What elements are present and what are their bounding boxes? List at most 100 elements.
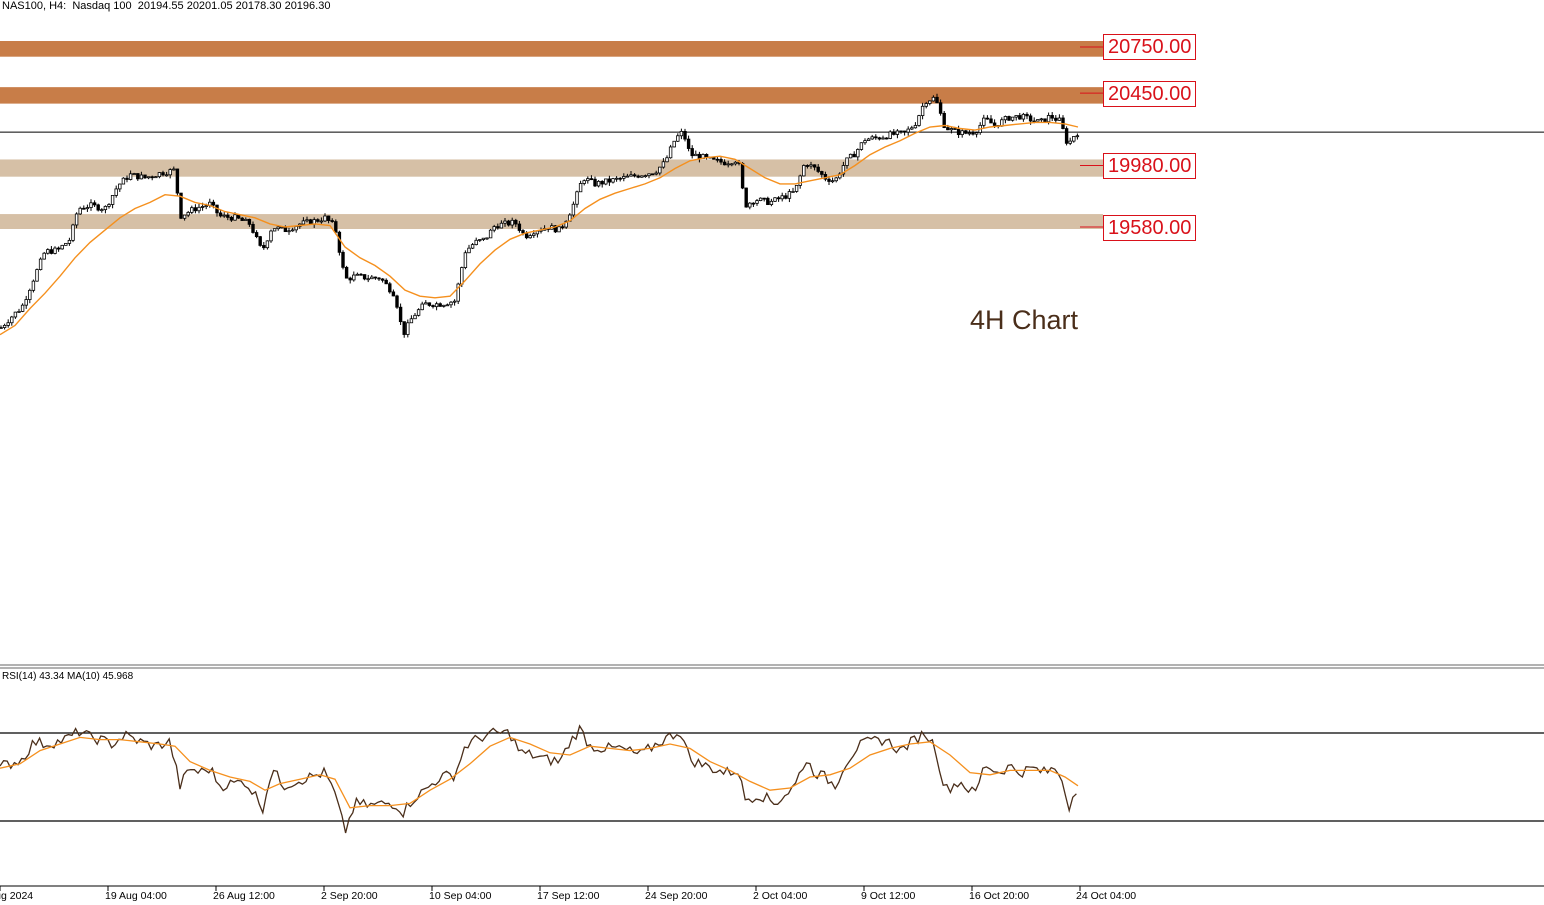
candle-bear: [877, 137, 882, 140]
x-tick-label: 24 Sep 20:00: [645, 890, 708, 902]
candle-bull: [888, 131, 892, 139]
candle-bull: [794, 184, 799, 192]
candle-bear: [740, 163, 745, 189]
candle-bear: [589, 178, 594, 181]
candle-bull: [830, 180, 835, 183]
candle-bear: [784, 195, 788, 199]
candle-bull: [186, 211, 190, 216]
price-tag-20750: 20750.00: [1103, 34, 1197, 60]
candle-bull: [85, 207, 90, 210]
candle-bull: [758, 197, 763, 202]
candle-bull: [614, 177, 619, 180]
candle-bear: [175, 168, 180, 194]
candle-bear: [247, 218, 252, 225]
candle-bull: [121, 177, 126, 185]
timeframe-annotation: 4H Chart: [970, 305, 1079, 335]
candle-bull: [445, 304, 450, 307]
candle-bear: [344, 266, 349, 279]
candle-bull: [413, 314, 417, 320]
candle-bull: [895, 130, 900, 135]
candle-bull: [841, 165, 846, 175]
candle-bull: [319, 220, 324, 223]
candle-bull: [499, 222, 504, 229]
candle-bear: [820, 171, 824, 175]
candle-bull: [434, 303, 439, 308]
candle-bear: [902, 130, 907, 133]
price-tag-19580: 19580.00: [1103, 215, 1197, 241]
candle-bull: [578, 183, 583, 193]
candle-bull: [406, 322, 410, 335]
candle-bull: [164, 174, 169, 177]
candle-bull: [294, 226, 298, 231]
candle-bull: [791, 191, 795, 193]
candle-bull: [870, 136, 874, 140]
candle-bull: [172, 168, 176, 171]
candle-bear: [438, 303, 442, 307]
candle-bear: [683, 130, 687, 140]
candle-bull: [694, 153, 698, 157]
price-tag-19980: 19980.00: [1103, 153, 1197, 179]
candle-bear: [953, 128, 957, 130]
candle-bull: [1046, 115, 1051, 123]
candle-bull: [17, 310, 21, 313]
candle-bear: [359, 273, 363, 276]
candle-bear: [125, 177, 129, 180]
candle-bull: [420, 303, 424, 311]
candle-bull: [611, 178, 615, 183]
candle-bear: [992, 122, 997, 126]
candle-bear: [496, 226, 500, 229]
candle-bull: [726, 163, 730, 166]
candle-bull: [74, 213, 79, 226]
candle-bull: [967, 132, 972, 135]
candle-bull: [20, 304, 25, 312]
candle-bear: [892, 131, 896, 135]
candle-bull: [67, 239, 72, 244]
candle-bull: [582, 180, 586, 184]
candle-bull: [773, 197, 777, 202]
candle-bull: [755, 200, 759, 204]
candle-bull: [290, 229, 295, 232]
candle-bull: [355, 273, 360, 276]
candle-bull: [107, 204, 111, 207]
moving-average-line: [0, 121, 1079, 336]
candle-bull: [982, 117, 986, 126]
candle-bull: [103, 205, 108, 211]
candle-bull: [1036, 119, 1040, 122]
candle-bull: [665, 157, 669, 163]
zone-support: [0, 159, 1103, 177]
candle-bear: [251, 223, 255, 233]
candle-bear: [935, 96, 939, 104]
candle-bull: [640, 175, 644, 178]
candle-bull: [856, 149, 860, 158]
candle-bull: [1075, 135, 1080, 138]
candle-bull: [305, 219, 309, 222]
candle-bull: [323, 215, 327, 222]
candle-bull: [485, 237, 489, 240]
candle-bull: [1072, 136, 1076, 142]
candle-bull: [913, 125, 918, 129]
candle-bear: [762, 197, 766, 200]
candle-bull: [449, 301, 453, 306]
candle-bear: [521, 230, 525, 234]
candle-bull: [564, 220, 568, 228]
candle-bull: [409, 318, 414, 324]
candle-bear: [650, 173, 655, 176]
candle-bull: [89, 202, 93, 208]
candle-bear: [1007, 116, 1011, 121]
candle-bear: [722, 161, 727, 166]
candle-bear: [971, 132, 975, 135]
candle-bear: [704, 154, 709, 158]
candle-bull: [13, 311, 18, 318]
candle-bear: [805, 165, 810, 167]
candle-bull: [881, 137, 885, 140]
candle-bull: [647, 173, 651, 177]
candle-bull: [492, 226, 496, 231]
candle-bear: [1064, 128, 1069, 144]
candle-bull: [10, 316, 14, 324]
candle-bull: [571, 203, 576, 216]
candle-bear: [946, 127, 950, 131]
candle-bull: [503, 220, 507, 224]
candle-bull: [654, 172, 658, 175]
candle-bear: [517, 223, 522, 231]
